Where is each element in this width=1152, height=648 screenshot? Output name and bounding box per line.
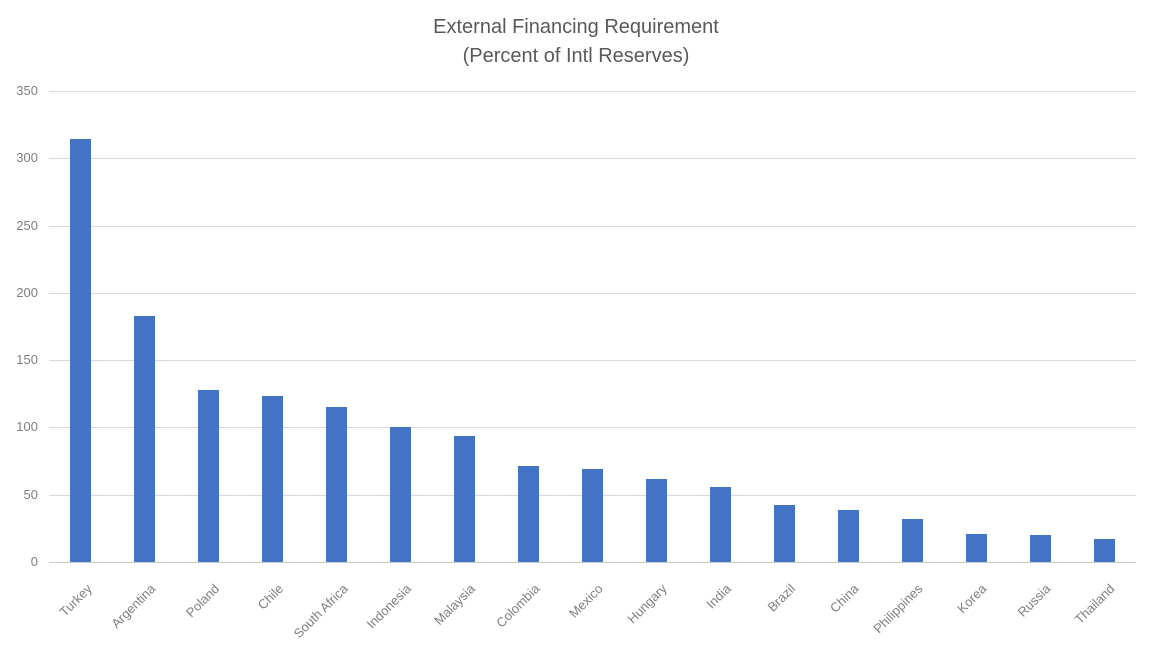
bar-philippines [902,519,923,562]
x-axis-label-indonesia: Indonesia [363,581,415,632]
chart-title-line2: (Percent of Intl Reserves) [462,45,690,67]
gridline-100 [49,427,1136,428]
x-axis-label-brazil: Brazil [764,581,798,615]
y-tick-label-150: 150 [16,352,38,367]
x-axis-label-thailand: Thailand [1071,581,1118,627]
y-tick-label-100: 100 [16,419,38,434]
x-axis-label-poland: Poland [183,581,223,621]
bar-thailand [1094,539,1115,562]
x-axis-label-philippines: Philippines [870,581,926,637]
gridline-300 [49,158,1136,159]
x-axis-label-south-africa: South Africa [290,581,351,642]
y-tick-label-250: 250 [16,218,38,233]
x-axis-label-argentina: Argentina [108,581,159,631]
bar-china [838,510,859,562]
x-axis-label-korea: Korea [954,581,990,617]
bar-poland [198,390,219,562]
bar-south-africa [326,407,347,562]
bar-chile [262,396,283,562]
gridline-150 [49,360,1136,361]
bar-russia [1030,535,1051,562]
y-tick-label-0: 0 [30,554,38,569]
bar-brazil [774,505,795,562]
x-axis-label-india: India [703,581,734,612]
x-axis-label-mexico: Mexico [566,581,607,621]
gridline-200 [49,293,1136,294]
bar-malaysia [454,436,475,562]
bar-turkey [70,139,91,562]
bar-indonesia [390,427,411,562]
bar-colombia [518,466,539,562]
x-axis-label-chile: Chile [254,581,287,613]
x-axis-label-colombia: Colombia [492,581,543,631]
gridline-350 [49,91,1136,92]
bar-argentina [134,316,155,562]
y-tick-label-200: 200 [16,285,38,300]
chart-title: External Financing Requirement (Percent … [0,13,1152,71]
x-axis-label-malaysia: Malaysia [431,581,479,628]
x-axis-label-hungary: Hungary [624,581,671,627]
x-axis-label-china: China [827,581,862,616]
bar-korea [966,534,987,562]
x-axis-label-russia: Russia [1014,581,1054,620]
bar-india [710,487,731,562]
x-axis-label-turkey: Turkey [56,581,95,620]
y-tick-label-50: 50 [23,487,38,502]
x-axis-line [49,562,1136,563]
chart-title-line1: External Financing Requirement [433,16,719,38]
bar-hungary [646,479,667,562]
y-tick-label-300: 300 [16,150,38,165]
gridline-250 [49,226,1136,227]
bar-mexico [582,469,603,562]
y-tick-label-350: 350 [16,83,38,98]
